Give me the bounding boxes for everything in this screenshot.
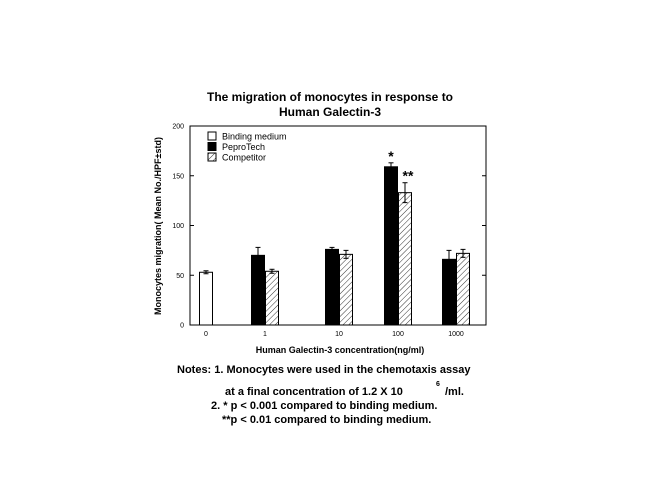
- significance-marker: **: [403, 168, 414, 184]
- note-line-1: Notes: 1. Monocytes were used in the che…: [177, 364, 471, 376]
- note-line-2: at a final concentration of 1.2 X 10: [225, 386, 403, 398]
- bar-competitor: [398, 192, 412, 326]
- x-axis-label: Human Galectin-3 concentration(ng/ml): [256, 345, 425, 355]
- note-line-3: 2. * p < 0.001 compared to binding mediu…: [211, 400, 438, 412]
- significance-marker: *: [388, 148, 394, 164]
- legend-swatch: [207, 131, 217, 141]
- legend-label: Competitor: [222, 153, 266, 163]
- note-superscript: 6: [436, 381, 440, 388]
- bar-peprotech: [442, 258, 456, 326]
- bar-competitor: [265, 270, 279, 326]
- legend-swatch: [207, 142, 217, 151]
- y-tick-label: 0: [180, 323, 184, 330]
- note-line-2-end: /ml.: [445, 386, 464, 398]
- bar-binding-medium: [199, 271, 213, 326]
- note-line-4: **p < 0.01 compared to binding medium.: [222, 414, 432, 426]
- bar-competitor: [456, 252, 470, 326]
- y-tick-label: 150: [172, 173, 184, 180]
- legend-swatch: [207, 152, 217, 162]
- x-tick-label: 100: [392, 331, 404, 338]
- bars-group: ***: [199, 148, 470, 326]
- x-tick-label: 1: [263, 331, 267, 338]
- y-axis-label: Monocytes migration( Mean No./HPF±std): [153, 137, 163, 315]
- y-tick-label: 100: [172, 223, 184, 230]
- bar-peprotech: [325, 248, 339, 326]
- y-tick-label: 200: [172, 124, 184, 131]
- bar-competitor: [339, 253, 353, 326]
- chart-title-line2: Human Galectin-3: [279, 105, 381, 119]
- chart-title-line1: The migration of monocytes in response t…: [207, 90, 453, 104]
- legend-label: PeproTech: [222, 142, 265, 152]
- bar-peprotech: [384, 166, 398, 326]
- y-tick-label: 50: [176, 273, 184, 280]
- x-tick-label: 10: [335, 331, 343, 338]
- x-tick-label: 0: [204, 331, 208, 338]
- y-axis: 0 50 100 150 200: [172, 124, 486, 330]
- x-tick-label: 1000: [448, 331, 464, 338]
- bar-peprotech: [251, 254, 265, 326]
- legend-label: Binding medium: [222, 132, 287, 142]
